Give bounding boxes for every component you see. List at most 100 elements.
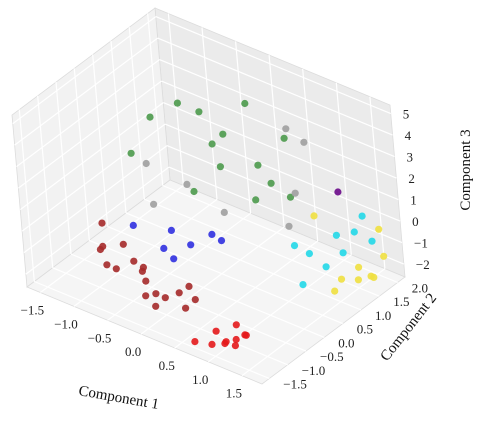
data-point-series-5 — [290, 242, 299, 250]
data-point-series-5 — [332, 231, 340, 239]
data-point-series-1 — [161, 294, 169, 302]
data-point-series-0 — [221, 339, 229, 348]
data-point-series-7 — [334, 188, 342, 196]
y-tick-label: 1.5 — [393, 294, 409, 309]
data-point-series-4 — [291, 189, 299, 197]
data-point-series-2 — [167, 226, 175, 234]
y-grid-line — [92, 54, 109, 227]
data-point-series-3 — [252, 196, 260, 204]
data-point-series-1 — [152, 302, 160, 310]
data-point-series-3 — [190, 187, 198, 196]
z-tick-label: 3 — [407, 150, 414, 165]
data-points — [96, 99, 388, 350]
data-point-series-1 — [112, 265, 120, 273]
z-tick-label: 0 — [412, 214, 419, 229]
x-grid-line — [302, 68, 319, 242]
data-point-series-4 — [282, 125, 290, 133]
y-grid-line — [147, 13, 164, 186]
data-point-series-1 — [142, 292, 150, 300]
x-grid-line — [207, 254, 352, 363]
data-point-series-1 — [175, 289, 183, 297]
data-point-series-5 — [339, 249, 347, 257]
data-point-series-3 — [219, 130, 227, 138]
y-tick-label: 0.5 — [357, 322, 373, 337]
data-point-series-0 — [191, 338, 199, 346]
z-grid-line — [21, 123, 166, 232]
x-tick-label: 0.5 — [159, 358, 175, 373]
floor-pane — [26, 179, 406, 385]
z-grid-line — [25, 166, 170, 275]
z-grid-line — [161, 80, 397, 179]
x-tick-label: −1.5 — [21, 303, 45, 318]
x-grid-line — [241, 268, 386, 377]
y-grid-line — [18, 109, 35, 282]
data-point-series-1 — [98, 219, 106, 227]
data-point-series-3 — [267, 179, 275, 187]
data-point-series-3 — [286, 193, 295, 201]
data-point-series-2 — [160, 244, 168, 252]
x-tick-label: −1.0 — [54, 316, 78, 331]
z-tick-label: −2 — [416, 257, 430, 272]
data-point-series-4 — [150, 200, 158, 208]
x-grid-line — [335, 82, 352, 255]
data-point-series-3 — [146, 113, 154, 121]
z-grid-line — [164, 123, 401, 222]
data-point-series-3 — [127, 149, 135, 157]
x-tick-label: −0.5 — [88, 330, 112, 345]
data-point-series-0 — [232, 335, 240, 344]
data-point-series-4 — [142, 159, 150, 168]
x-grid-line — [73, 198, 218, 307]
y-tick-label: −1.0 — [302, 363, 326, 378]
data-point-series-1 — [191, 296, 199, 304]
z-grid-line — [155, 16, 392, 115]
tick-labels: −1.5−1.0−0.50.00.51.01.5−1.5−1.0−0.50.00… — [21, 107, 430, 401]
data-point-series-6 — [370, 273, 378, 281]
data-point-series-3 — [216, 163, 224, 171]
data-point-series-5 — [358, 212, 366, 220]
y-grid-line — [110, 40, 127, 213]
z-grid-line — [166, 145, 403, 244]
y-grid-line — [125, 212, 362, 311]
z-grid-line — [159, 59, 395, 158]
y-grid-line — [89, 239, 325, 338]
data-point-series-3 — [254, 161, 262, 169]
data-point-series-1 — [119, 240, 127, 248]
z-tick-label: 1 — [410, 193, 417, 208]
data-point-series-1 — [99, 242, 107, 250]
z-grid-line — [18, 80, 162, 189]
data-point-series-6 — [310, 212, 318, 220]
data-point-series-1 — [185, 282, 193, 290]
data-point-series-3 — [241, 99, 249, 108]
z-tick-label: 2 — [408, 171, 415, 186]
y-grid-line — [55, 82, 72, 255]
y-tick-label: 2.0 — [412, 281, 428, 296]
data-point-series-4 — [285, 222, 293, 230]
data-point-series-3 — [173, 99, 181, 107]
y-tick-label: −0.5 — [320, 349, 344, 364]
data-point-series-4 — [300, 138, 308, 146]
x-grid-line — [201, 27, 218, 200]
x-grid-line — [268, 55, 285, 228]
z-axis-label: Component 3 — [458, 129, 474, 210]
z-grid-line — [157, 37, 393, 136]
x-tick-label: 1.0 — [192, 372, 208, 387]
data-point-series-5 — [305, 250, 313, 258]
x-grid-line — [167, 13, 184, 186]
z-grid-line — [14, 37, 158, 146]
x-grid-line — [140, 226, 285, 335]
y-grid-line — [128, 27, 145, 200]
z-grid-line — [12, 16, 157, 125]
y-grid-line — [34, 280, 270, 380]
y-grid-line — [37, 95, 54, 268]
data-point-series-0 — [232, 321, 240, 329]
data-point-series-2 — [129, 221, 137, 229]
data-point-series-4 — [220, 208, 228, 216]
x-grid-line — [40, 185, 184, 293]
data-point-series-5 — [322, 263, 330, 271]
data-point-series-2 — [187, 241, 195, 249]
data-point-series-5 — [368, 237, 376, 245]
data-point-series-6 — [337, 275, 346, 283]
z-tick-label: 4 — [405, 128, 412, 143]
data-point-series-3 — [280, 134, 288, 142]
